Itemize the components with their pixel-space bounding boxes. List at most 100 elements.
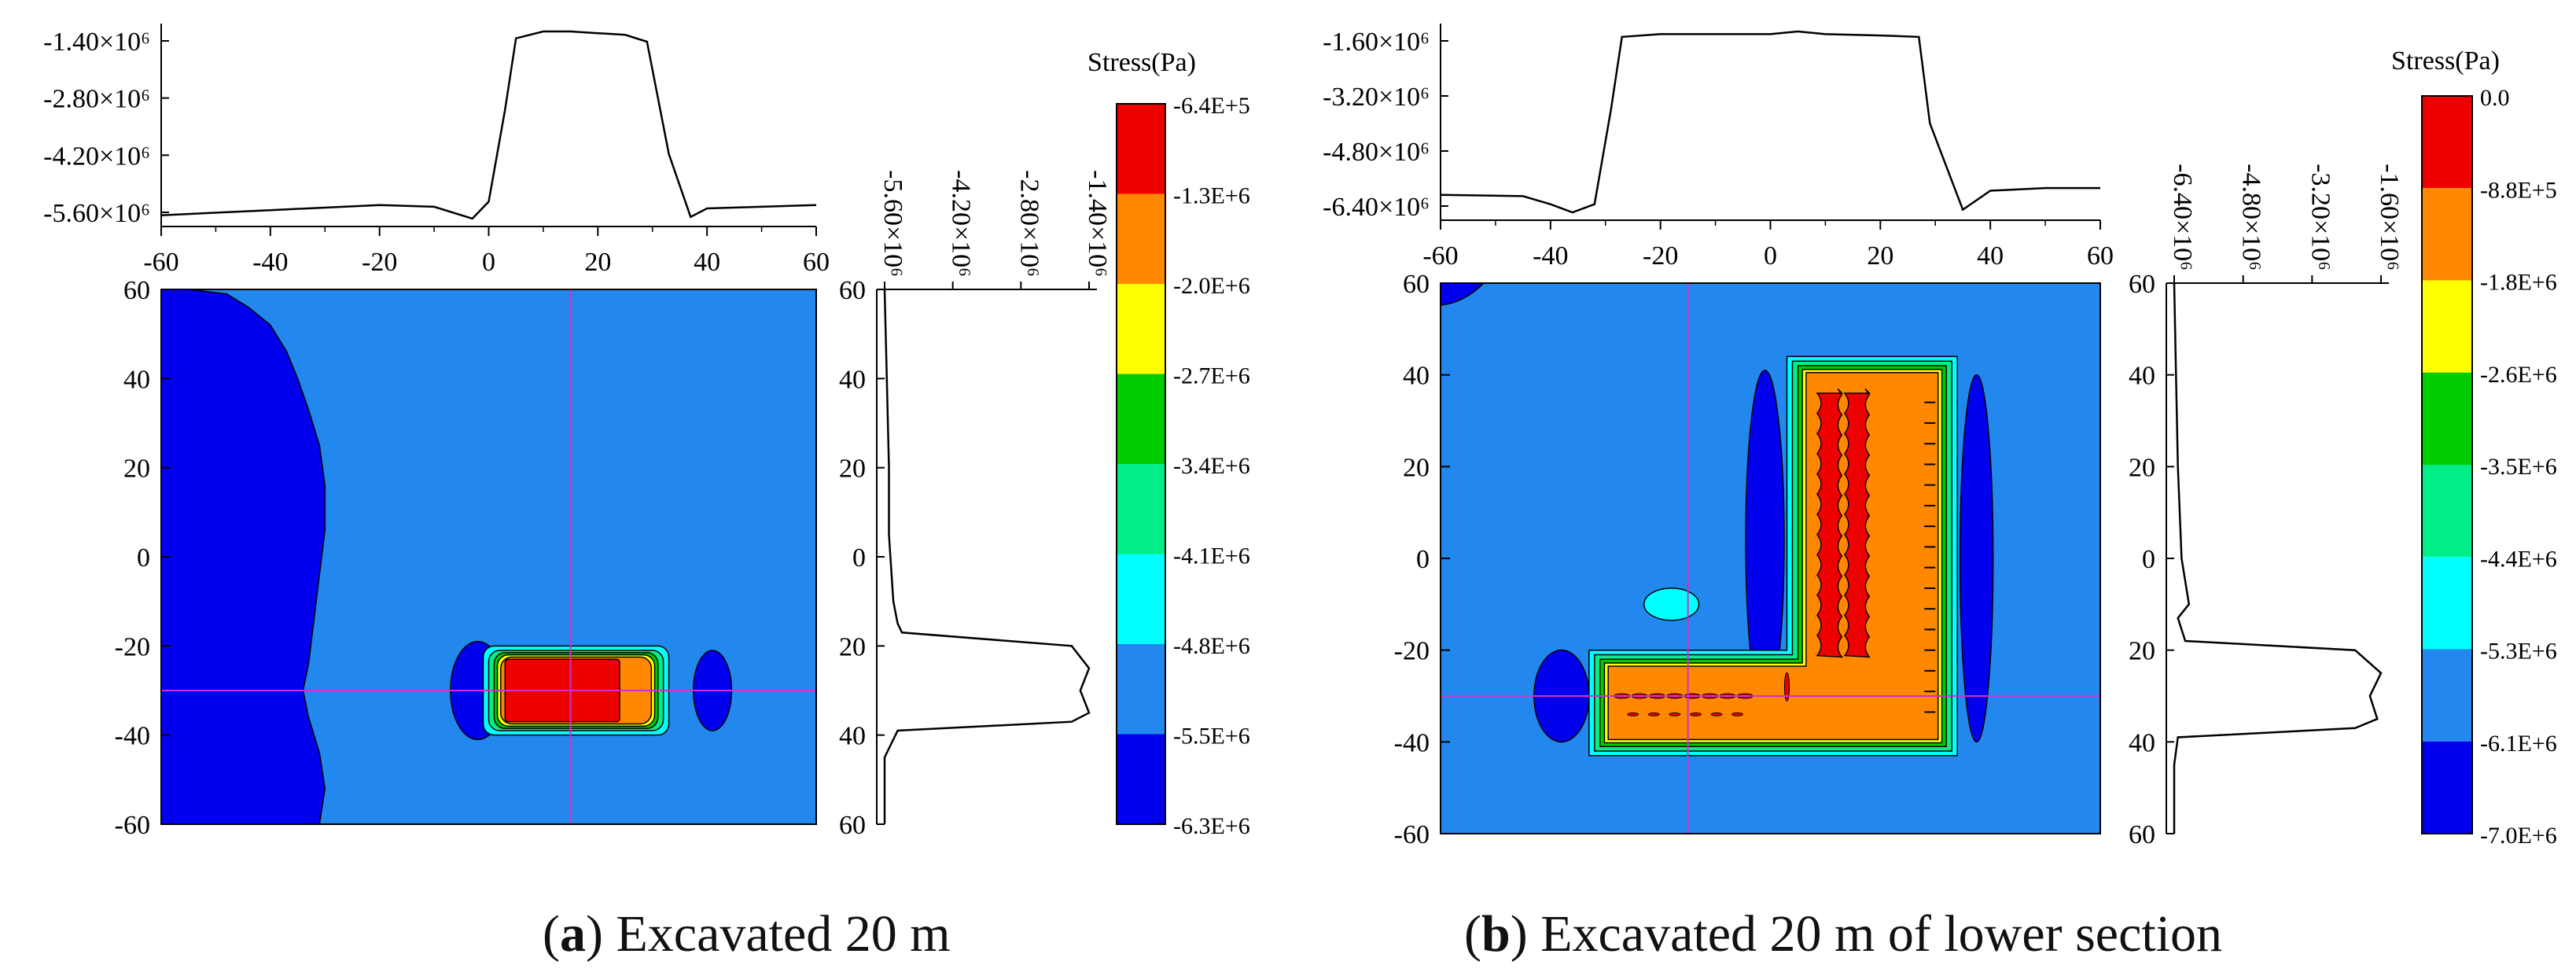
caption-b: (b) Excavated 20 m of lower section [1464, 905, 2223, 963]
caption-a: (a) Excavated 20 m [543, 905, 951, 963]
y-tick-label-a: -20 [115, 632, 150, 661]
right-profile-a: -5.60×10⁶ -4.20×10⁶ -2.80×10⁶ -1.40×10⁶ [876, 170, 1112, 825]
colorbar-band-b [2422, 465, 2472, 558]
x-tick-label-a: -20 [362, 248, 397, 277]
x-tick-label-b: -20 [1643, 241, 1678, 271]
top-profile-tick-label-b: -4.80×10⁶ [1323, 138, 1430, 167]
colorbar-band-b [2422, 649, 2472, 742]
colorbar-label-a: -5.5E+6 [1173, 724, 1250, 749]
x-tick-label-b: -40 [1533, 241, 1568, 271]
axes-a: -60 -40 -20 0 20 40 606040200-20-40-6060402002… [115, 226, 866, 840]
colorbar-label-a: -6.4E+5 [1173, 93, 1250, 119]
colorbar-b: Stress(Pa) 0.0 -8.8E+5 -1.8E+6 -2.6E+6 -3.5E+… [2391, 46, 2557, 849]
colorbar-band-b [2422, 372, 2472, 465]
y-tick-label-b: -60 [1394, 820, 1430, 849]
colorbar-band-a [1117, 554, 1165, 644]
colorbar-label-b: -4.4E+6 [2480, 546, 2557, 572]
right-profile-tick-label-a: -5.60×10⁶ [878, 170, 907, 277]
y-right-tick-label-b: 20 [2129, 453, 2155, 482]
top-profile-tick-label-b: -6.40×10⁶ [1323, 193, 1430, 222]
y-right-tick-label-b: 60 [2129, 270, 2155, 299]
y-right-tick-label-b: 40 [2129, 362, 2155, 391]
colorbar-label-a: -1.3E+6 [1173, 183, 1250, 209]
heatmap-b-red-cells [1816, 389, 1871, 658]
heatmap-b-arm-cell [1627, 712, 1639, 716]
y-tick-label-b: -20 [1394, 637, 1430, 666]
right-profile-b: -6.40×10⁶ -4.80×10⁶ -3.20×10⁶ -1.60×10⁶ [2166, 164, 2404, 834]
colorbar-label-a: -3.4E+6 [1173, 453, 1250, 479]
colorbar-frame-b [2421, 95, 2473, 834]
colorbar-label-a: -4.8E+6 [1173, 633, 1250, 659]
colorbar-label-b: -6.1E+6 [2480, 731, 2557, 757]
heatmap-b-arm-cell [1647, 712, 1660, 716]
top-profile-tick-label-b: -3.20×10⁶ [1323, 83, 1430, 112]
heatmap-b-arm-cell [1669, 712, 1681, 716]
right-profile-tick-label-b: -4.80×10⁶ [2237, 164, 2266, 271]
right-profile-tick-label-b: -1.60×10⁶ [2375, 164, 2404, 271]
colorbar-label-a: -2.0E+6 [1173, 273, 1250, 299]
heatmap-b-side-low-right [1959, 374, 1994, 743]
y-tick-label-a: 40 [123, 365, 150, 394]
heatmap-b-red-column-0 [1816, 389, 1843, 658]
colorbar-band-b [2422, 96, 2472, 189]
x-tick-label-a: -40 [252, 248, 288, 277]
right-profile-line-b [2173, 282, 2383, 834]
top-profile-line-a [160, 30, 817, 220]
colorbar-band-a [1117, 734, 1165, 824]
colorbar-a: Stress(Pa) -6.4E+5 -1.3E+6 -2.0E+6 -2.7E+6 -3… [1087, 48, 1250, 839]
x-tick-label-b: 40 [1977, 241, 2004, 271]
colorbar-band-a [1117, 464, 1165, 554]
colorbar-label-b: -1.8E+6 [2480, 270, 2557, 296]
colorbar-band-a [1117, 374, 1165, 464]
top-profile-b: -1.60×10⁶ -3.20×10⁶ -4.80×10⁶ -6.40×10⁶ [1323, 24, 2100, 222]
y-tick-label-a: -60 [115, 811, 150, 840]
colorbar-band-a [1117, 644, 1165, 735]
colorbar-label-a: -2.7E+6 [1173, 363, 1250, 389]
y-right-tick-label-a: 20 [839, 455, 866, 484]
y-right-tick-label-a: 0 [852, 543, 866, 573]
x-tick-label-a: 20 [584, 248, 611, 277]
y-right-tick-label-a: 40 [839, 722, 866, 751]
top-profile-tick-label-b: -1.60×10⁶ [1323, 28, 1430, 57]
heatmap-b-corner-cell [1783, 672, 1790, 702]
y-tick-label-a: -40 [115, 722, 150, 751]
heatmap-b [1440, 282, 2100, 834]
top-profile-tick-label-a: -5.60×10⁶ [43, 199, 150, 228]
y-right-tick-label-a: 40 [839, 365, 866, 394]
heatmap-b-red-column-1 [1843, 389, 1871, 658]
y-tick-label-a: 0 [137, 543, 150, 573]
caption-a-text: Excavated 20 m [616, 905, 951, 963]
colorbar-title-b: Stress(Pa) [2391, 46, 2500, 76]
caption-b-label: b [1481, 905, 1511, 963]
top-profile-tick-label-a: -1.40×10⁶ [43, 28, 150, 57]
colorbar-band-a [1117, 193, 1165, 284]
colorbar-band-b [2422, 188, 2472, 281]
colorbar-band-a [1117, 104, 1165, 194]
heatmap-b-isolated-cell [1643, 587, 1700, 621]
colorbar-band-b [2422, 741, 2472, 834]
caption-a-label: a [559, 905, 586, 963]
top-profile-a: -1.40×10⁶ -2.80×10⁶ -4.20×10⁶ -5.60×10⁶ [43, 24, 817, 228]
colorbar-label-a: -6.3E+6 [1173, 813, 1250, 839]
heatmap-b-arm-cell [1690, 712, 1702, 716]
colorbar-band-a [1117, 284, 1165, 374]
colorbar-band-b [2422, 557, 2472, 650]
y-right-tick-label-b: 0 [2142, 545, 2155, 574]
x-tick-label-a: 40 [694, 248, 720, 277]
y-tick-label-b: -40 [1394, 728, 1430, 757]
caption-b-text: Excavated 20 m of lower section [1540, 905, 2223, 963]
y-tick-label-b: 40 [1403, 362, 1430, 391]
x-tick-label-b: 60 [2087, 241, 2114, 271]
colorbar-label-b: 0.0 [2480, 85, 2510, 111]
y-tick-label-b: 60 [1403, 270, 1430, 299]
top-profile-line-b [1440, 30, 2100, 214]
x-tick-label-a: -60 [143, 248, 178, 277]
colorbar-label-a: -4.1E+6 [1173, 543, 1250, 569]
y-right-tick-label-a: 20 [839, 632, 866, 661]
y-right-tick-label-b: 60 [2129, 820, 2155, 849]
colorbar-label-b: -7.0E+6 [2480, 823, 2557, 849]
right-profile-tick-label-b: -6.40×10⁶ [2168, 164, 2197, 271]
axes-b: -60 -40 -20 0 20 40 606040200-20-40-6060402002… [1394, 219, 2155, 849]
x-tick-label-b: 0 [1764, 241, 1777, 271]
x-tick-label-b: -60 [1422, 241, 1458, 271]
